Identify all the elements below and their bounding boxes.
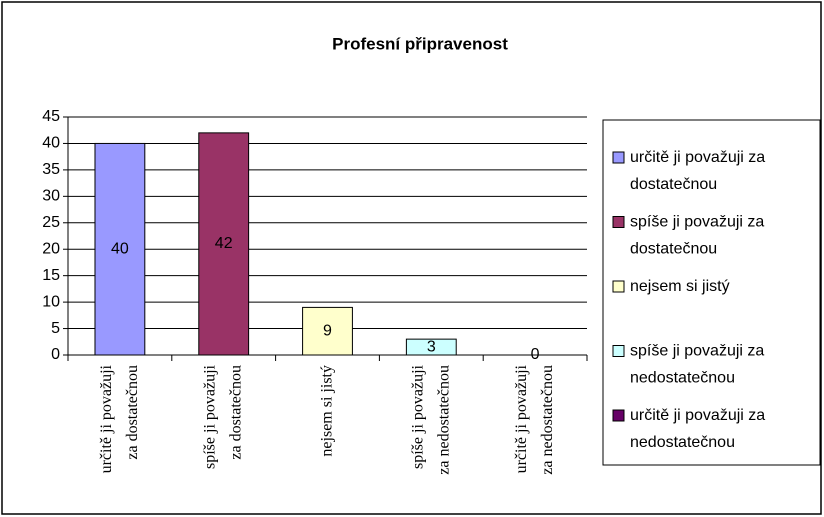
legend-swatch — [612, 216, 625, 228]
x-tick-label: spíše ji považuji za dostatečnou — [201, 364, 244, 469]
y-tick-label: 0 — [51, 346, 60, 363]
y-tick-label: 35 — [42, 161, 60, 178]
legend-label: určitě ji považuji za dostatečnou — [630, 149, 765, 193]
bar — [302, 306, 353, 356]
legend-swatch — [612, 409, 625, 422]
bar — [198, 132, 250, 356]
y-tick-label: 30 — [42, 188, 60, 205]
legend-label: nejsem si jistý — [630, 278, 730, 295]
legend-box — [602, 119, 821, 466]
y-tick-label: 10 — [42, 293, 60, 310]
legend-swatch — [612, 345, 625, 357]
y-tick-label: 15 — [42, 267, 60, 284]
bar — [405, 338, 457, 356]
bar — [94, 142, 146, 356]
legend-swatch — [612, 151, 625, 164]
x-tick-label: určitě ji považuji za nedostatečnou — [513, 364, 556, 474]
y-tick-label: 40 — [42, 135, 60, 152]
x-tick-label: spíše ji považuji za nedostatečnou — [409, 364, 452, 474]
legend-label: určitě ji považuji za nedostatečnou — [630, 407, 765, 451]
data-label: 0 — [531, 346, 540, 363]
legend-swatch — [612, 280, 625, 293]
data-label: 42 — [215, 235, 233, 252]
y-tick-label: 25 — [42, 214, 60, 231]
legend-label: spíše ji považuji za dostatečnou — [630, 214, 764, 258]
data-label: 40 — [111, 240, 129, 257]
legend-label: spíše ji považuji za nedostatečnou — [630, 343, 764, 387]
x-tick-label: nejsem si jistý — [318, 365, 335, 457]
chart-title: Profesní připravenost — [332, 34, 508, 53]
y-tick-label: 20 — [42, 240, 60, 257]
data-label: 3 — [427, 338, 436, 355]
y-tick-label: 45 — [42, 108, 60, 125]
data-label: 9 — [323, 322, 332, 339]
x-tick-label: určitě ji považuji za dostatečnou — [98, 364, 141, 473]
y-tick-label: 5 — [51, 320, 60, 337]
